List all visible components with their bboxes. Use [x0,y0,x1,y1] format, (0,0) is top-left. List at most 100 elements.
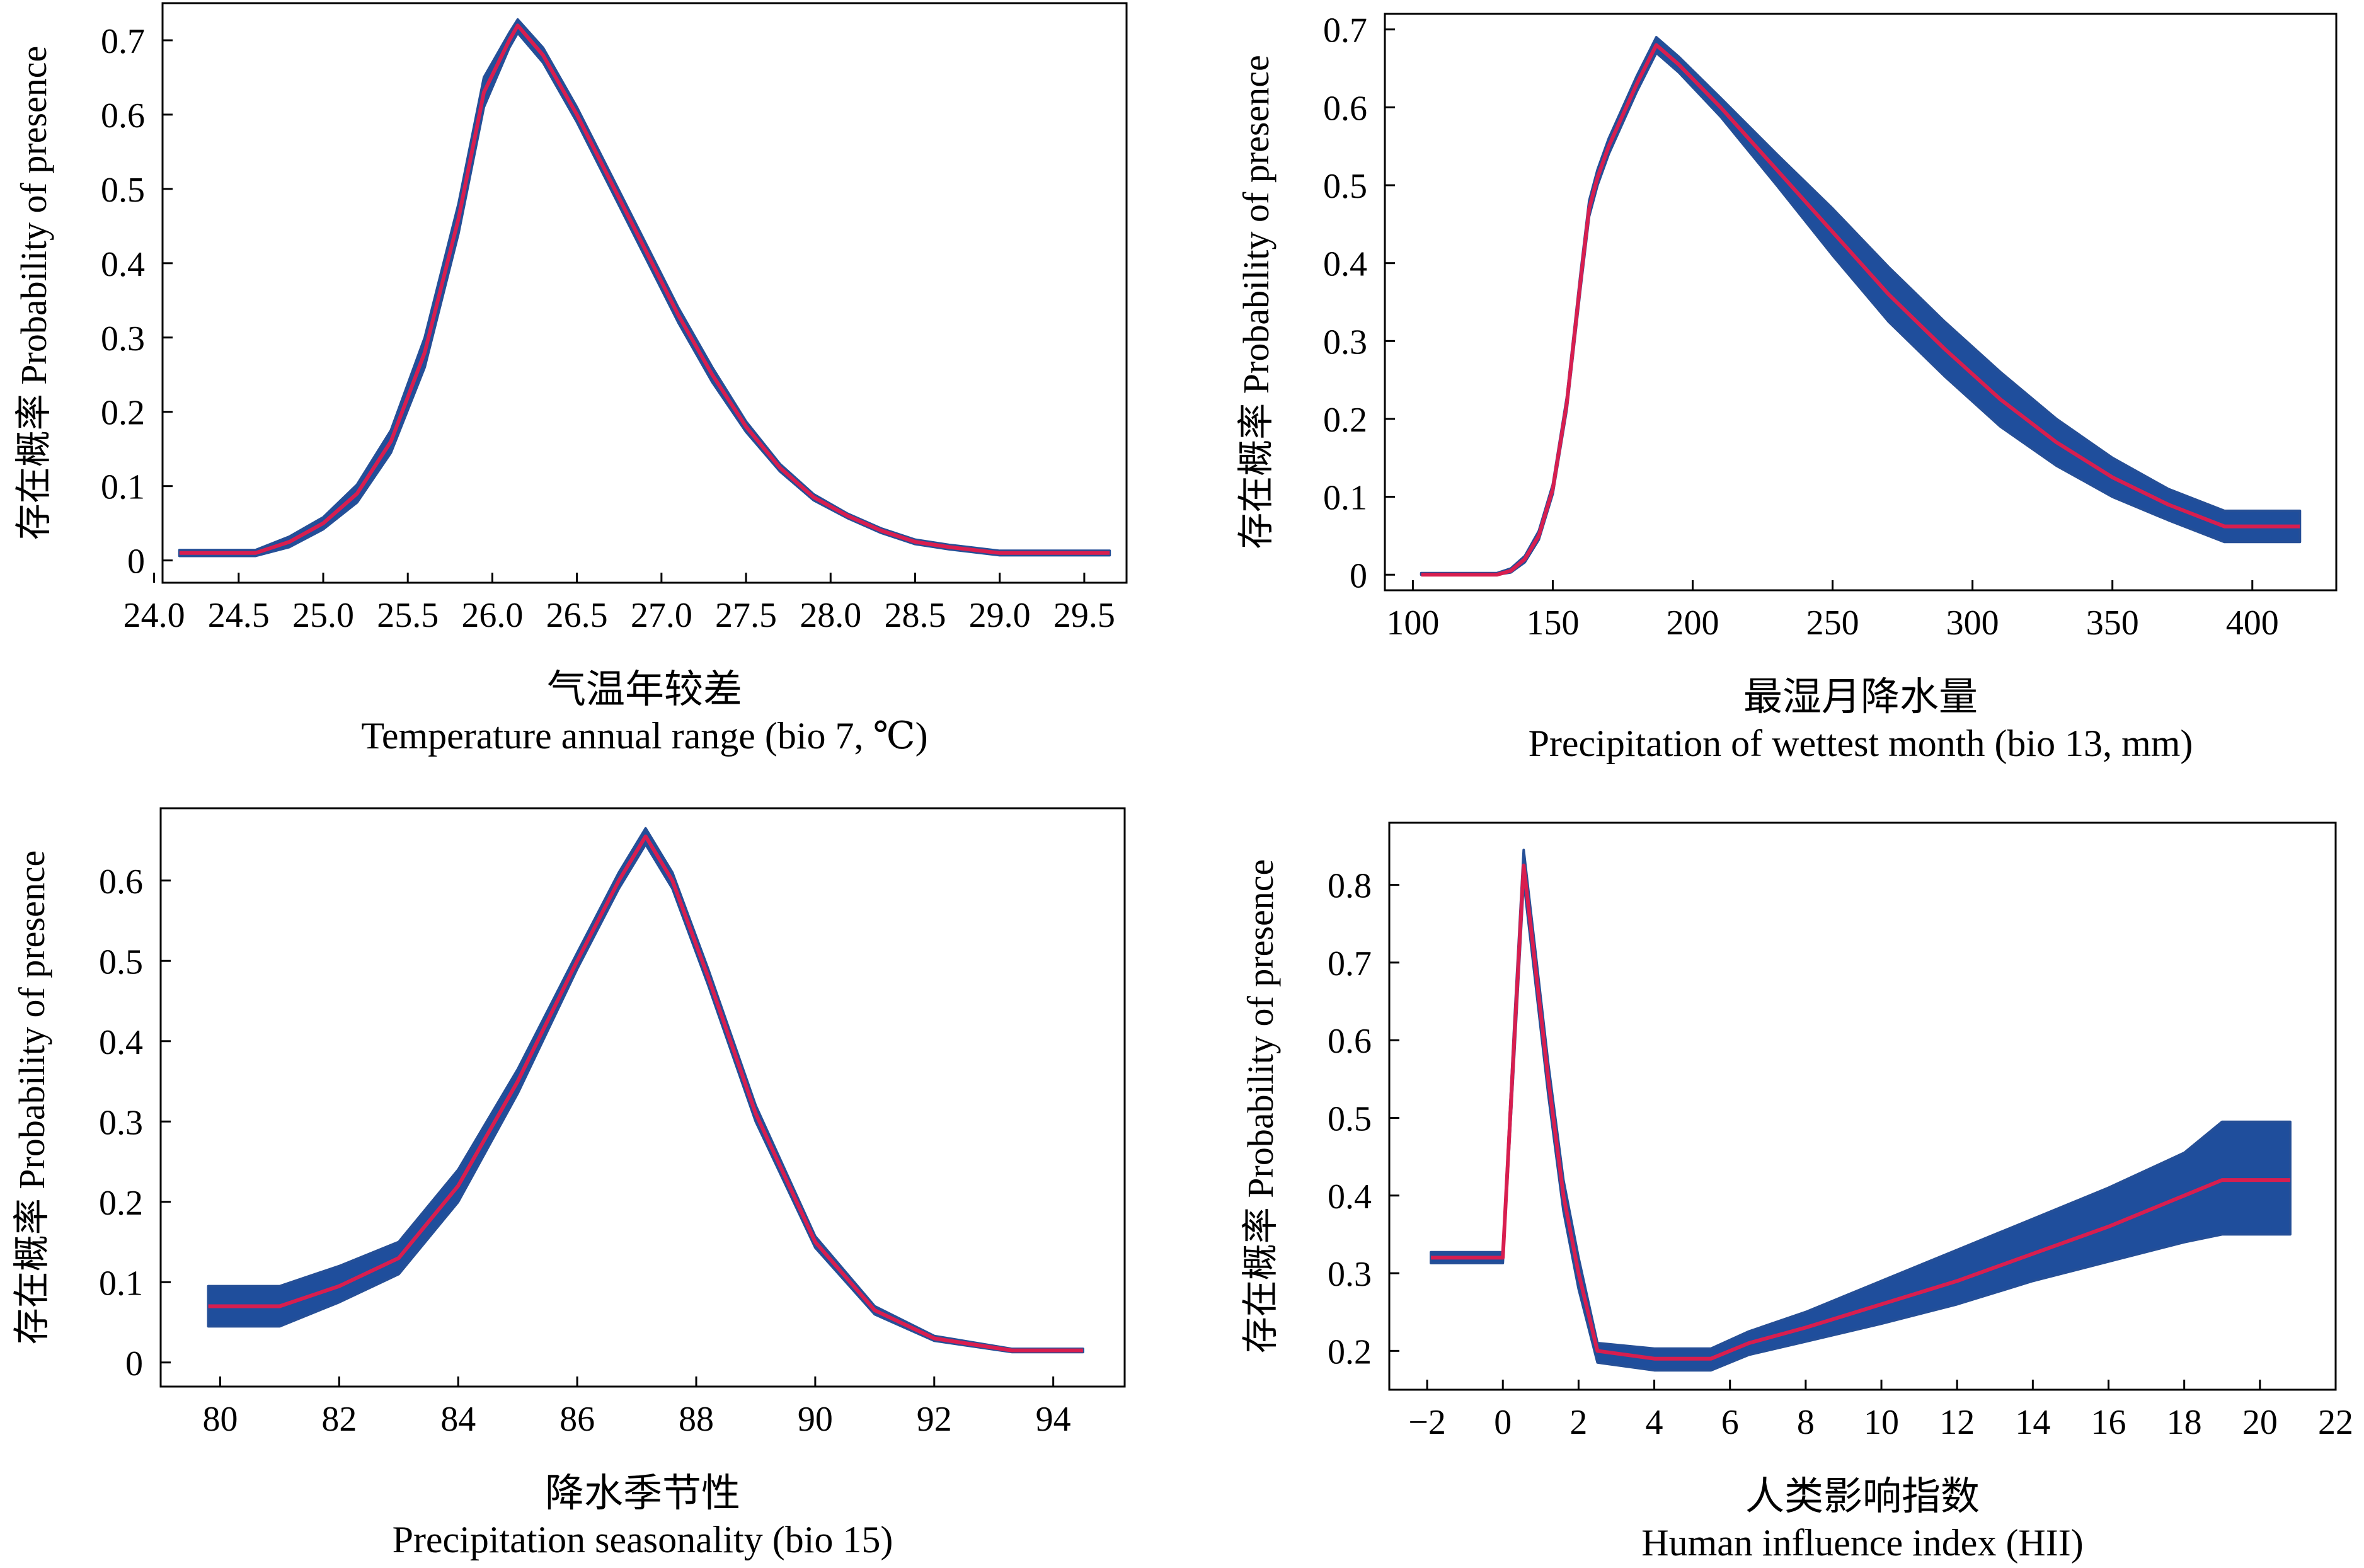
y-tick-label: 0.7 [1328,944,1372,983]
y-axis-label: 存在概率 Probability of presence [11,850,52,1344]
x-tick-label: 29.5 [1053,596,1115,635]
plot-area [1420,36,2302,577]
x-axis-label-cn: 气温年较差 [547,668,742,711]
x-tick-label: 250 [1806,604,1859,643]
y-tick-label: 0 [1350,556,1367,595]
x-tick-label: 24.5 [208,596,270,635]
x-tick-label: 92 [917,1400,952,1439]
y-tick-label: 0.3 [1323,323,1367,362]
x-tick-label: 10 [1864,1403,1899,1442]
y-tick-label: 0.6 [1328,1022,1372,1061]
panel-precipitation-wettest-month: 100 150 200 250 300 350 400 0 0.1 0.2 0.3 0.4 0.5 0.… [1236,11,2338,764]
x-axis-label-en: Human influence index (HII) [1641,1522,2083,1564]
y-tick-label: 0.1 [101,468,145,507]
y-tick-label: 0.6 [99,862,143,901]
x-axis-label-en: Temperature annual range (bio 7, ℃) [361,715,927,757]
plot-area [1430,849,2292,1372]
x-tick-label: 90 [798,1400,833,1439]
y-axis-label: 存在概率 Probability of presence [13,46,54,540]
x-axis: 80 82 84 86 88 90 92 94 [202,1376,1071,1439]
x-tick-label: 12 [1939,1403,1975,1442]
y-tick-label: 0.2 [1323,401,1367,440]
y-tick-label: 0 [125,1344,143,1383]
x-axis-label-cn: 最湿月降水量 [1743,676,1978,719]
y-axis-label: 存在概率 Probability of presence [1240,859,1281,1353]
x-tick-label: 25.0 [292,596,354,635]
plot-area [207,827,1084,1354]
x-axis: 100 150 200 250 300 350 400 [1386,580,2279,643]
x-tick-label: 300 [1946,604,1999,643]
x-tick-label: 16 [2091,1403,2126,1442]
y-axis: 0 0.1 0.2 0.3 0.4 0.5 0.6 0.7 [101,22,173,581]
x-tick-label: 26.5 [546,596,608,635]
confidence-band [207,827,1084,1354]
y-tick-label: 0.1 [99,1264,143,1303]
x-axis-label-en: Precipitation of wettest month (bio 13, … [1529,723,2193,764]
y-tick-label: 0.8 [1328,867,1372,906]
x-tick-label: 100 [1386,604,1439,643]
panel-human-influence-index: −2 0 2 4 6 8 10 12 14 16 18 20 22 0.2 0.3 0.4 0.5 0.6 0.7… [1240,821,2353,1564]
x-tick-label: 6 [1721,1403,1739,1442]
y-tick-label: 0.5 [99,942,143,981]
y-axis: 0 0.1 0.2 0.3 0.4 0.5 0.6 0.7 [1323,11,1395,595]
y-tick-label: 0.5 [101,171,145,210]
x-tick-label: 350 [2086,604,2139,643]
response-curve [208,834,1083,1353]
y-tick-label: 0.6 [1323,89,1367,128]
y-tick-label: 0.7 [101,22,145,61]
response-curve [1431,863,2290,1361]
plot-frame [1384,13,2338,592]
y-axis-label: 存在概率 Probability of presence [1236,55,1277,549]
x-axis: 24.0 24.5 25.0 25.5 26.0 26.5 27.0 27.5 28.0 28.5… [123,573,1115,635]
x-tick-label: 22 [2318,1403,2353,1442]
x-axis-label-cn: 人类影响指数 [1745,1475,1980,1518]
panel-temperature-annual-range: 24.0 24.5 25.0 25.5 26.0 26.5 27.0 27.5 28.0 28.5… [13,2,1128,757]
x-tick-label: 84 [440,1400,476,1439]
x-tick-label: 82 [321,1400,357,1439]
y-tick-label: 0.3 [1328,1255,1372,1294]
x-tick-label: 27.5 [715,596,777,635]
x-tick-label: 27.0 [631,596,692,635]
y-tick-label: 0.1 [1323,479,1367,518]
response-curve [1421,43,2300,577]
y-tick-label: 0.4 [1328,1177,1372,1216]
y-tick-label: 0.2 [1328,1332,1372,1371]
y-tick-label: 0.4 [1323,245,1367,284]
confidence-band [178,18,1111,558]
x-tick-label: 26.0 [461,596,523,635]
y-tick-label: 0.7 [1323,11,1367,50]
panel-precipitation-seasonality: 80 82 84 86 88 90 92 94 0 0.1 0.2 0.3 0.4 0.5 0.6 存在概… [11,807,1126,1560]
x-tick-label: 4 [1646,1403,1663,1442]
x-tick-label: 20 [2242,1403,2278,1442]
response-curve [179,23,1110,555]
x-tick-label: 24.0 [123,596,185,635]
y-tick-label: 0.2 [101,394,145,433]
x-tick-label: 29.0 [969,596,1031,635]
x-tick-label: 28.5 [884,596,946,635]
y-tick-label: 0.4 [101,245,145,284]
x-axis-label-en: Precipitation seasonality (bio 15) [393,1519,893,1560]
x-tick-label: 400 [2226,604,2279,643]
y-tick-label: 0.5 [1328,1099,1372,1138]
y-axis: 0.2 0.3 0.4 0.5 0.6 0.7 0.8 [1328,867,1399,1371]
plot-area [178,18,1111,558]
x-tick-label: 88 [679,1400,714,1439]
x-tick-label: 14 [2015,1403,2050,1442]
plot-frame [161,2,1128,584]
x-axis: −2 0 2 4 6 8 10 12 14 16 18 20 22 [1408,1380,2353,1442]
x-tick-label: 80 [202,1400,238,1439]
confidence-band [1430,849,2292,1372]
x-axis-label-cn: 降水季节性 [545,1472,740,1515]
y-tick-label: 0 [127,542,145,581]
x-tick-label: 8 [1797,1403,1815,1442]
x-tick-label: 200 [1667,604,1719,643]
y-tick-label: 0.5 [1323,167,1367,206]
x-tick-label: 28.0 [800,596,861,635]
x-tick-label: 94 [1036,1400,1071,1439]
y-tick-label: 0.2 [99,1184,143,1223]
plot-frame [1388,821,2337,1391]
y-tick-label: 0.3 [99,1103,143,1142]
y-tick-label: 0.6 [101,96,145,135]
x-tick-label: 18 [2167,1403,2202,1442]
